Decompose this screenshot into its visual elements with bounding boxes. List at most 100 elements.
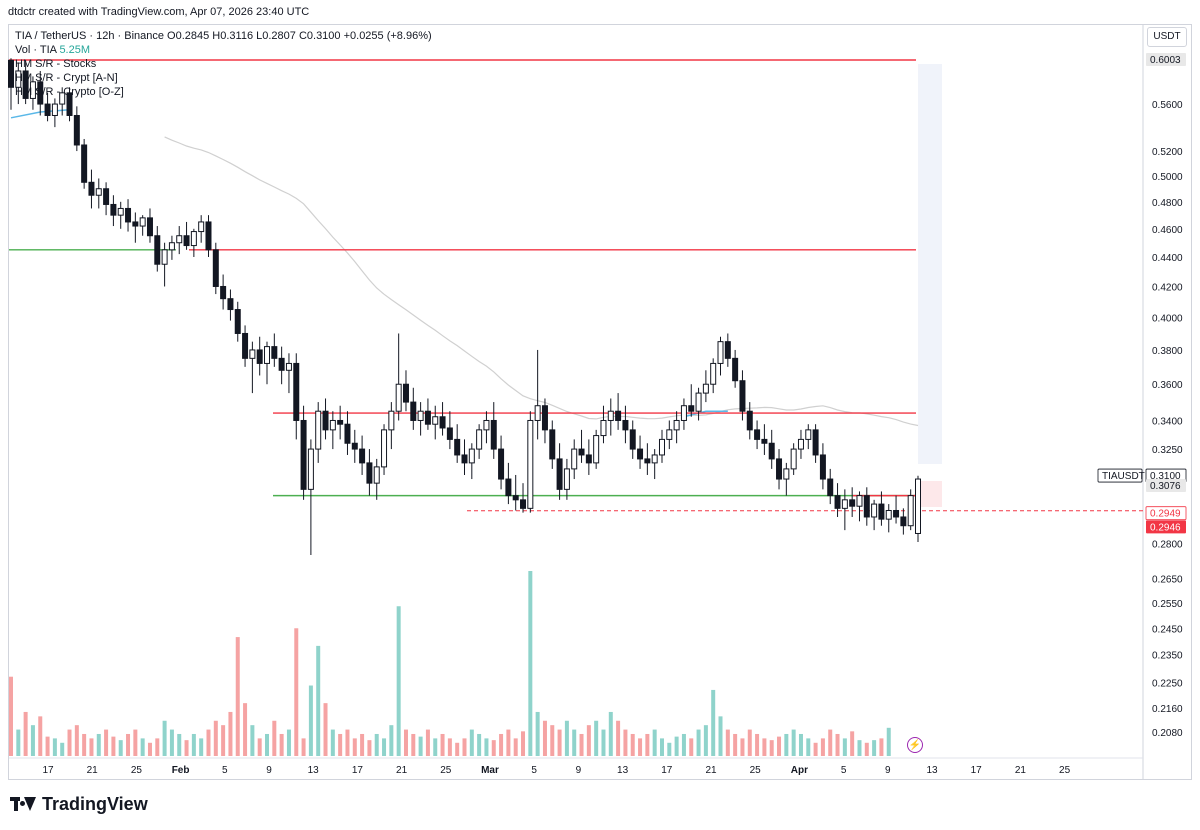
candle-down [615, 410, 622, 421]
candle-down [212, 249, 219, 287]
volume-bar [433, 738, 438, 756]
y-tick-label: 0.2450 [1152, 624, 1183, 635]
volume-bar [535, 711, 540, 756]
volume-bar [265, 733, 270, 756]
candle-up [695, 392, 702, 412]
volume-bar [521, 731, 526, 756]
candle-up [856, 495, 863, 507]
volume-bar [813, 742, 818, 756]
volume-bar [316, 645, 321, 756]
x-tick-label: 17 [661, 765, 673, 776]
price-label-box [1146, 53, 1186, 66]
legend-vol-label[interactable]: Vol · TIA [15, 44, 57, 56]
candle-down [125, 207, 132, 223]
candle-down [461, 454, 468, 464]
bolt-icon[interactable]: ⚡ [907, 737, 923, 753]
candle-down [849, 499, 856, 507]
candle-down [66, 92, 73, 116]
candle-down [110, 203, 117, 216]
currency-selector[interactable]: USDT [1147, 27, 1187, 47]
volume-bar [455, 742, 460, 756]
candle-up [534, 405, 541, 421]
volume-bar [235, 637, 240, 756]
volume-bar [835, 733, 840, 756]
candle-up [483, 419, 490, 431]
x-tick-label: 25 [440, 765, 452, 776]
x-tick-label: 13 [926, 765, 938, 776]
x-tick-label: Apr [791, 765, 808, 776]
price-label-text: 0.2949 [1150, 509, 1181, 520]
candle-up [51, 103, 58, 116]
volume-bar [784, 733, 789, 756]
volume-bar [228, 711, 233, 756]
candle-up [198, 221, 205, 233]
candle-up [249, 349, 256, 359]
volume-bar [462, 738, 467, 756]
candle-up [797, 438, 804, 450]
volume-bar [96, 733, 101, 756]
volume-bar [828, 729, 833, 756]
volume-bar [411, 733, 416, 756]
candle-down [893, 509, 900, 518]
volume-bar [155, 738, 160, 756]
x-tick-label: 17 [352, 765, 364, 776]
candle-down [220, 285, 227, 300]
volume-bar [564, 720, 569, 756]
volume-bar [16, 729, 21, 756]
volume-bar [147, 742, 152, 756]
candle-down [439, 416, 446, 429]
candle-up [29, 81, 36, 99]
candle-up [395, 383, 402, 412]
x-tick-label: Mar [481, 765, 499, 776]
volume-bar [733, 733, 738, 756]
candle-down [454, 438, 461, 456]
volume-bar [447, 738, 452, 756]
volume-bar [659, 738, 664, 756]
legend-symbol[interactable]: TIA / TetherUS · 12h · Binance [15, 30, 164, 42]
candle-down [322, 410, 329, 431]
candle-down [446, 427, 453, 440]
volume-bar [418, 736, 423, 756]
volume-bar [652, 729, 657, 756]
volume-bar [696, 729, 701, 756]
volume-bar [352, 738, 357, 756]
legend-symbol-line: TIA / TetherUS · 12h · Binance O0.2845 H… [15, 29, 432, 43]
legend-indicator[interactable]: HM S/R - Stocks [15, 58, 97, 70]
y-tick-label: 0.3400 [1152, 416, 1183, 427]
x-tick-label: 21 [705, 765, 717, 776]
brand-name: TradingView [42, 794, 148, 814]
y-tick-label: 0.2800 [1152, 540, 1183, 551]
volume-bar [586, 725, 591, 756]
volume-bar [191, 733, 196, 756]
legend-indicator[interactable]: HM S/R - Crypto [O-Z] [15, 86, 124, 98]
volume-bar [60, 742, 65, 756]
candle-up [571, 448, 578, 470]
volume-bar [23, 711, 28, 756]
candle-down [300, 419, 307, 490]
volume-bar [308, 685, 313, 756]
candle-up [432, 416, 439, 425]
volume-bar [594, 720, 599, 756]
candle-up [710, 362, 717, 385]
candle-up [329, 419, 336, 431]
candle-down [644, 458, 651, 464]
candle-down [8, 59, 14, 88]
volume-bar [184, 740, 189, 756]
volume-bar [403, 729, 408, 756]
volume-bar [243, 703, 248, 756]
candle-down [271, 346, 278, 359]
legend-indicator[interactable]: HM S/R - Crypt [A-N] [15, 72, 118, 84]
candle-down [366, 462, 373, 484]
position-zone [918, 481, 942, 507]
volume-bar [301, 738, 306, 756]
volume-bar [762, 738, 767, 756]
candle-down [88, 181, 95, 196]
candle-down [834, 495, 841, 509]
candle-down [827, 478, 834, 497]
candle-up [161, 249, 168, 265]
volume-bar [272, 720, 277, 756]
volume-bar [777, 736, 782, 756]
candle-up [59, 92, 66, 105]
candle-up [717, 341, 724, 364]
